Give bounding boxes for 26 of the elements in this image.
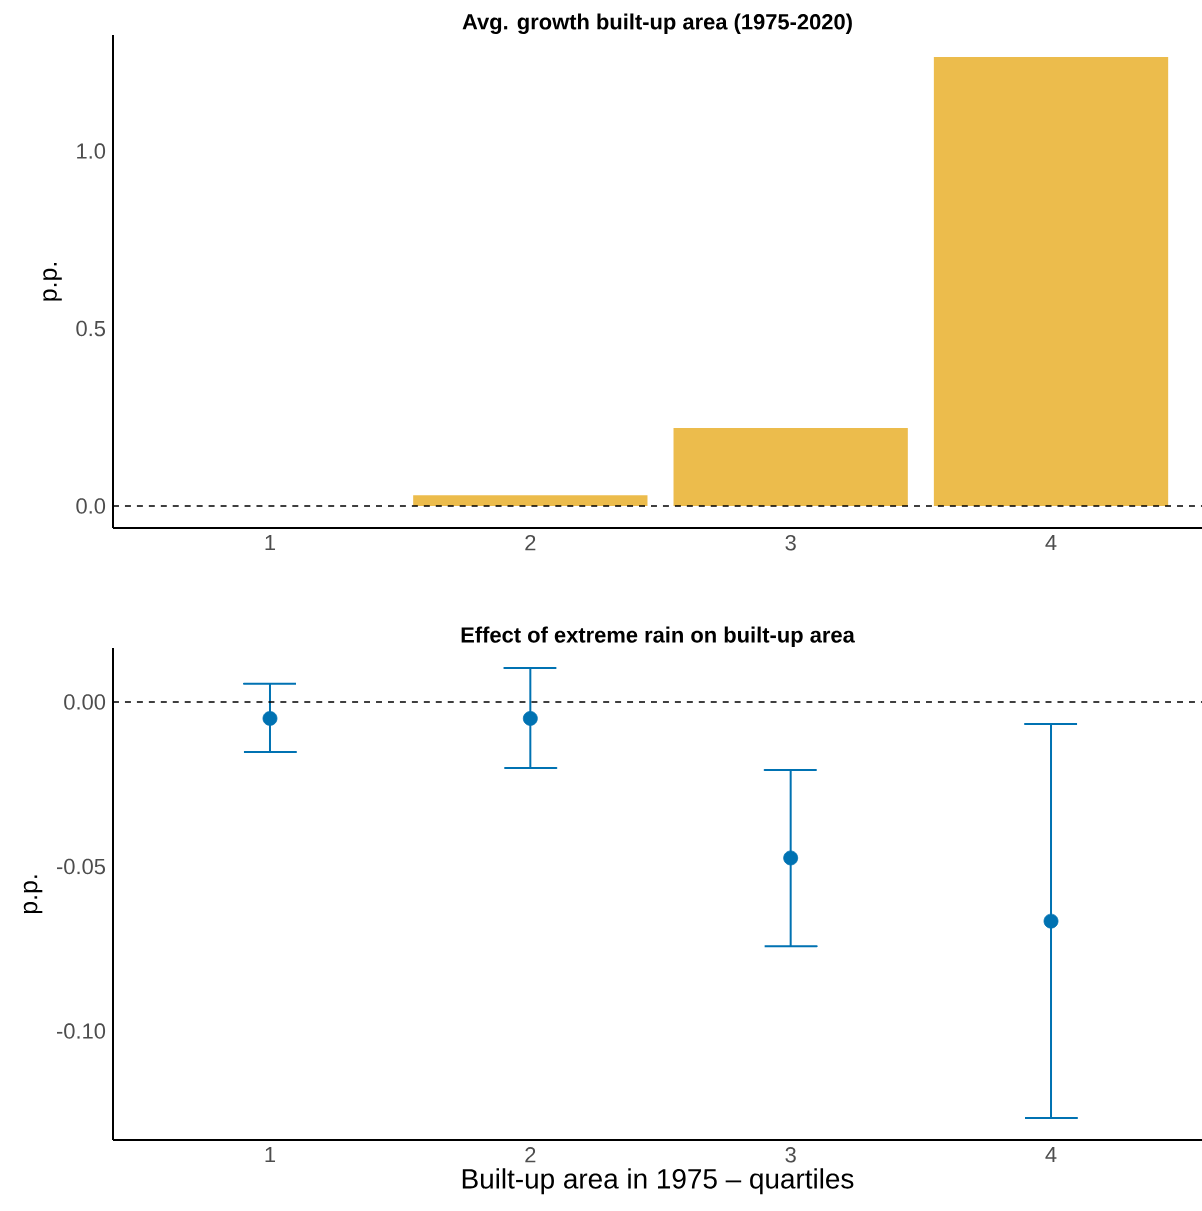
y-tick-label: 0.0 — [76, 498, 106, 514]
y-tick-label: 0.5 — [76, 320, 106, 337]
x-axis-title: Built-up area in 1975 – quartiles — [462, 1168, 854, 1195]
x-tick-label: 2 — [525, 535, 536, 551]
bar — [673, 427, 908, 506]
y-axis-title: p.p. — [23, 875, 43, 914]
point — [1043, 913, 1059, 929]
bar — [933, 57, 1169, 506]
y-tick-label: 0.00 — [64, 694, 106, 710]
chart-title: Avg. growth built-up area (1975-2020) — [462, 13, 852, 35]
point — [783, 850, 799, 866]
x-tick-label: 4 — [1045, 535, 1057, 551]
x-tick-label: 3 — [785, 1147, 796, 1163]
bar — [413, 495, 648, 506]
y-tick-label: -0.10 — [56, 1023, 106, 1039]
chart-title: Effect of extreme rain on built-up area — [461, 626, 855, 647]
x-tick-label: 1 — [265, 1147, 276, 1163]
point — [262, 711, 278, 726]
point — [522, 711, 538, 726]
y-tick-label: -0.05 — [56, 858, 106, 875]
x-tick-label: 1 — [265, 535, 276, 551]
x-tick-label: 2 — [525, 1147, 536, 1163]
y-axis-title: p.p. — [43, 262, 62, 301]
x-tick-label: 3 — [785, 535, 796, 551]
x-tick-label: 4 — [1045, 1147, 1057, 1163]
y-tick-label: 1.0 — [77, 143, 106, 159]
